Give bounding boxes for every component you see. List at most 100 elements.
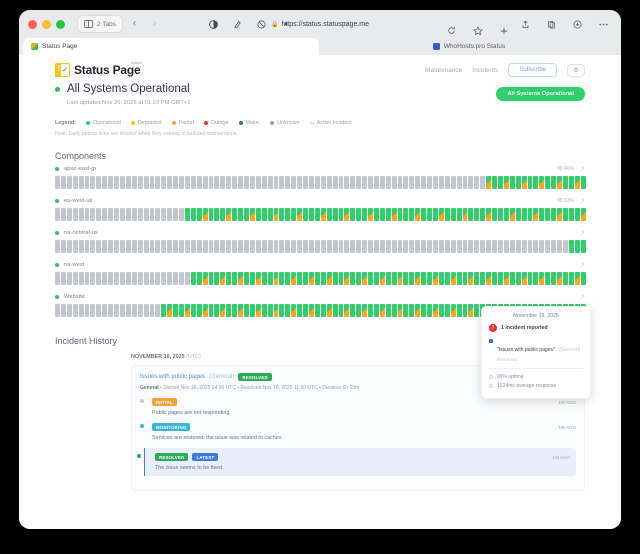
uptime-tick[interactable] [202, 176, 208, 189]
uptime-tick[interactable] [379, 240, 385, 253]
uptime-tick[interactable] [314, 272, 320, 285]
uptime-tick[interactable] [60, 304, 66, 317]
uptime-tick[interactable] [261, 176, 267, 189]
uptime-tick[interactable] [515, 208, 521, 221]
uptime-tick[interactable] [220, 304, 226, 317]
uptime-tick[interactable] [409, 208, 415, 221]
uptime-tick[interactable] [486, 272, 492, 285]
uptime-tick[interactable] [267, 240, 273, 253]
uptime-tick[interactable] [303, 208, 308, 221]
uptime-tick[interactable] [509, 272, 515, 285]
uptime-tick[interactable] [373, 304, 379, 317]
site-logo[interactable]: ✓ Status Page hosted [55, 61, 142, 77]
uptime-tick[interactable] [356, 208, 362, 221]
uptime-tick[interactable] [480, 176, 486, 189]
uptime-tick[interactable] [232, 240, 238, 253]
uptime-tick[interactable] [137, 304, 143, 317]
uptime-tick[interactable] [444, 176, 450, 189]
uptime-tick[interactable] [486, 240, 492, 253]
uptime-tick[interactable] [249, 304, 255, 317]
uptime-tick[interactable] [391, 304, 397, 317]
uptime-tick[interactable] [492, 176, 497, 189]
uptime-tick[interactable] [379, 176, 385, 189]
uptime-tick[interactable] [78, 304, 84, 317]
copy-tabs-icon[interactable] [543, 16, 560, 33]
uptime-tick[interactable] [273, 240, 279, 253]
uptime-tick[interactable] [409, 272, 415, 285]
uptime-tick[interactable] [55, 208, 60, 221]
uptime-tick[interactable] [226, 240, 232, 253]
uptime-tick[interactable] [125, 208, 131, 221]
uptime-tick[interactable] [90, 304, 96, 317]
uptime-tick[interactable] [332, 176, 338, 189]
uptime-tick[interactable] [297, 208, 303, 221]
uptime-tick[interactable] [273, 304, 279, 317]
uptime-tick[interactable] [84, 240, 90, 253]
uptime-tick[interactable] [385, 208, 391, 221]
uptime-tick[interactable] [125, 272, 131, 285]
uptime-tick[interactable] [173, 304, 179, 317]
uptime-tick[interactable] [397, 176, 403, 189]
uptime-tick[interactable] [72, 272, 78, 285]
reader-mode-icon[interactable] [229, 16, 246, 33]
uptime-tick[interactable] [255, 240, 261, 253]
expand-icon[interactable]: ↗ [579, 294, 585, 301]
uptime-tick[interactable] [433, 304, 438, 317]
uptime-tick[interactable] [303, 240, 308, 253]
uptime-tick[interactable] [474, 304, 480, 317]
uptime-tick[interactable] [562, 208, 568, 221]
uptime-tick[interactable] [433, 240, 438, 253]
uptime-tick[interactable] [308, 304, 314, 317]
tabs-count-pill[interactable]: 2 Tabs [77, 15, 124, 33]
uptime-tick[interactable] [308, 176, 314, 189]
uptime-tick[interactable] [238, 304, 243, 317]
uptime-tick[interactable] [562, 176, 568, 189]
uptime-tick[interactable] [167, 176, 173, 189]
uptime-tick[interactable] [320, 240, 326, 253]
uptime-tick[interactable] [509, 176, 515, 189]
uptime-tick[interactable] [462, 240, 468, 253]
uptime-tick[interactable] [143, 240, 149, 253]
uptime-tick[interactable] [444, 240, 450, 253]
uptime-tick[interactable] [155, 176, 161, 189]
uptime-tick[interactable] [521, 272, 527, 285]
forward-button[interactable]: › [146, 16, 163, 33]
uptime-tick[interactable] [350, 240, 356, 253]
uptime-tick[interactable] [137, 240, 143, 253]
uptime-tick[interactable] [497, 240, 503, 253]
uptime-tick[interactable] [421, 272, 427, 285]
uptime-tick[interactable] [344, 304, 350, 317]
uptime-tick[interactable] [350, 208, 356, 221]
uptime-tick[interactable] [379, 272, 385, 285]
uptime-tick[interactable] [66, 272, 72, 285]
uptime-tick[interactable] [314, 176, 320, 189]
uptime-tick[interactable] [131, 304, 137, 317]
uptime-tick[interactable] [362, 240, 368, 253]
uptime-tick[interactable] [373, 240, 379, 253]
uptime-tick[interactable] [84, 272, 90, 285]
uptime-tick[interactable] [214, 304, 220, 317]
uptime-tick[interactable] [173, 240, 179, 253]
uptime-tick[interactable] [60, 240, 66, 253]
uptime-tick[interactable] [155, 304, 161, 317]
uptime-tick[interactable] [131, 272, 137, 285]
uptime-tick[interactable] [137, 176, 143, 189]
uptime-tick[interactable] [125, 304, 131, 317]
uptime-tick[interactable] [84, 304, 90, 317]
uptime-tick[interactable] [350, 272, 356, 285]
uptime-tick[interactable] [551, 240, 557, 253]
page-info-icon[interactable] [277, 16, 294, 33]
uptime-tick[interactable] [78, 240, 84, 253]
uptime-tick[interactable] [486, 208, 492, 221]
uptime-tick[interactable] [515, 240, 521, 253]
uptime-tick[interactable] [161, 208, 167, 221]
uptime-tick[interactable] [255, 272, 261, 285]
uptime-tick[interactable] [167, 240, 173, 253]
more-menu-icon[interactable] [595, 16, 612, 33]
uptime-tick[interactable] [208, 272, 214, 285]
uptime-tick[interactable] [285, 304, 291, 317]
uptime-tick[interactable] [261, 304, 267, 317]
uptime-tick[interactable] [72, 304, 78, 317]
uptime-tick[interactable] [356, 176, 362, 189]
uptime-tick[interactable] [497, 176, 503, 189]
